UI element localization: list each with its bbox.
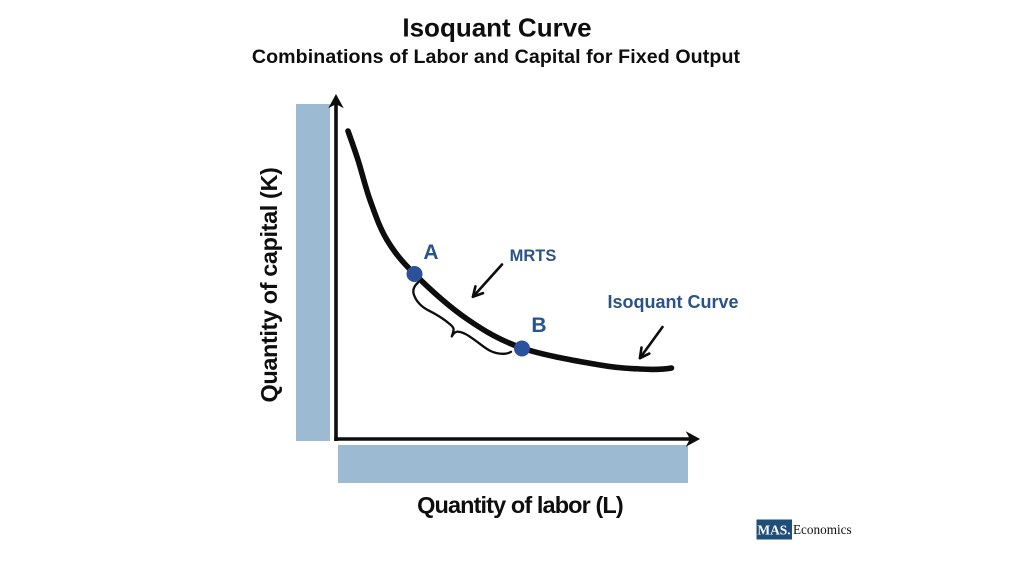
svg-text:Combinations of Labor and Capi: Combinations of Labor and Capital for Fi… [252, 46, 741, 68]
svg-text:Isoquant Curve: Isoquant Curve [402, 13, 591, 43]
svg-text:Quantity of labor (L): Quantity of labor (L) [417, 492, 623, 518]
svg-text:B: B [531, 314, 546, 337]
svg-text:Economics: Economics [793, 522, 852, 537]
svg-text:A: A [423, 241, 438, 264]
svg-text:Isoquant Curve: Isoquant Curve [607, 292, 738, 312]
svg-text:MAS.: MAS. [757, 523, 790, 538]
svg-text:Quantity of capital (K): Quantity of capital (K) [256, 168, 282, 403]
svg-text:MRTS: MRTS [510, 247, 557, 265]
